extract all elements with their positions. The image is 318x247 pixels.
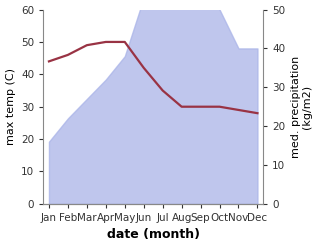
X-axis label: date (month): date (month) — [107, 228, 200, 242]
Y-axis label: med. precipitation
(kg/m2): med. precipitation (kg/m2) — [291, 56, 313, 158]
Y-axis label: max temp (C): max temp (C) — [5, 68, 16, 145]
